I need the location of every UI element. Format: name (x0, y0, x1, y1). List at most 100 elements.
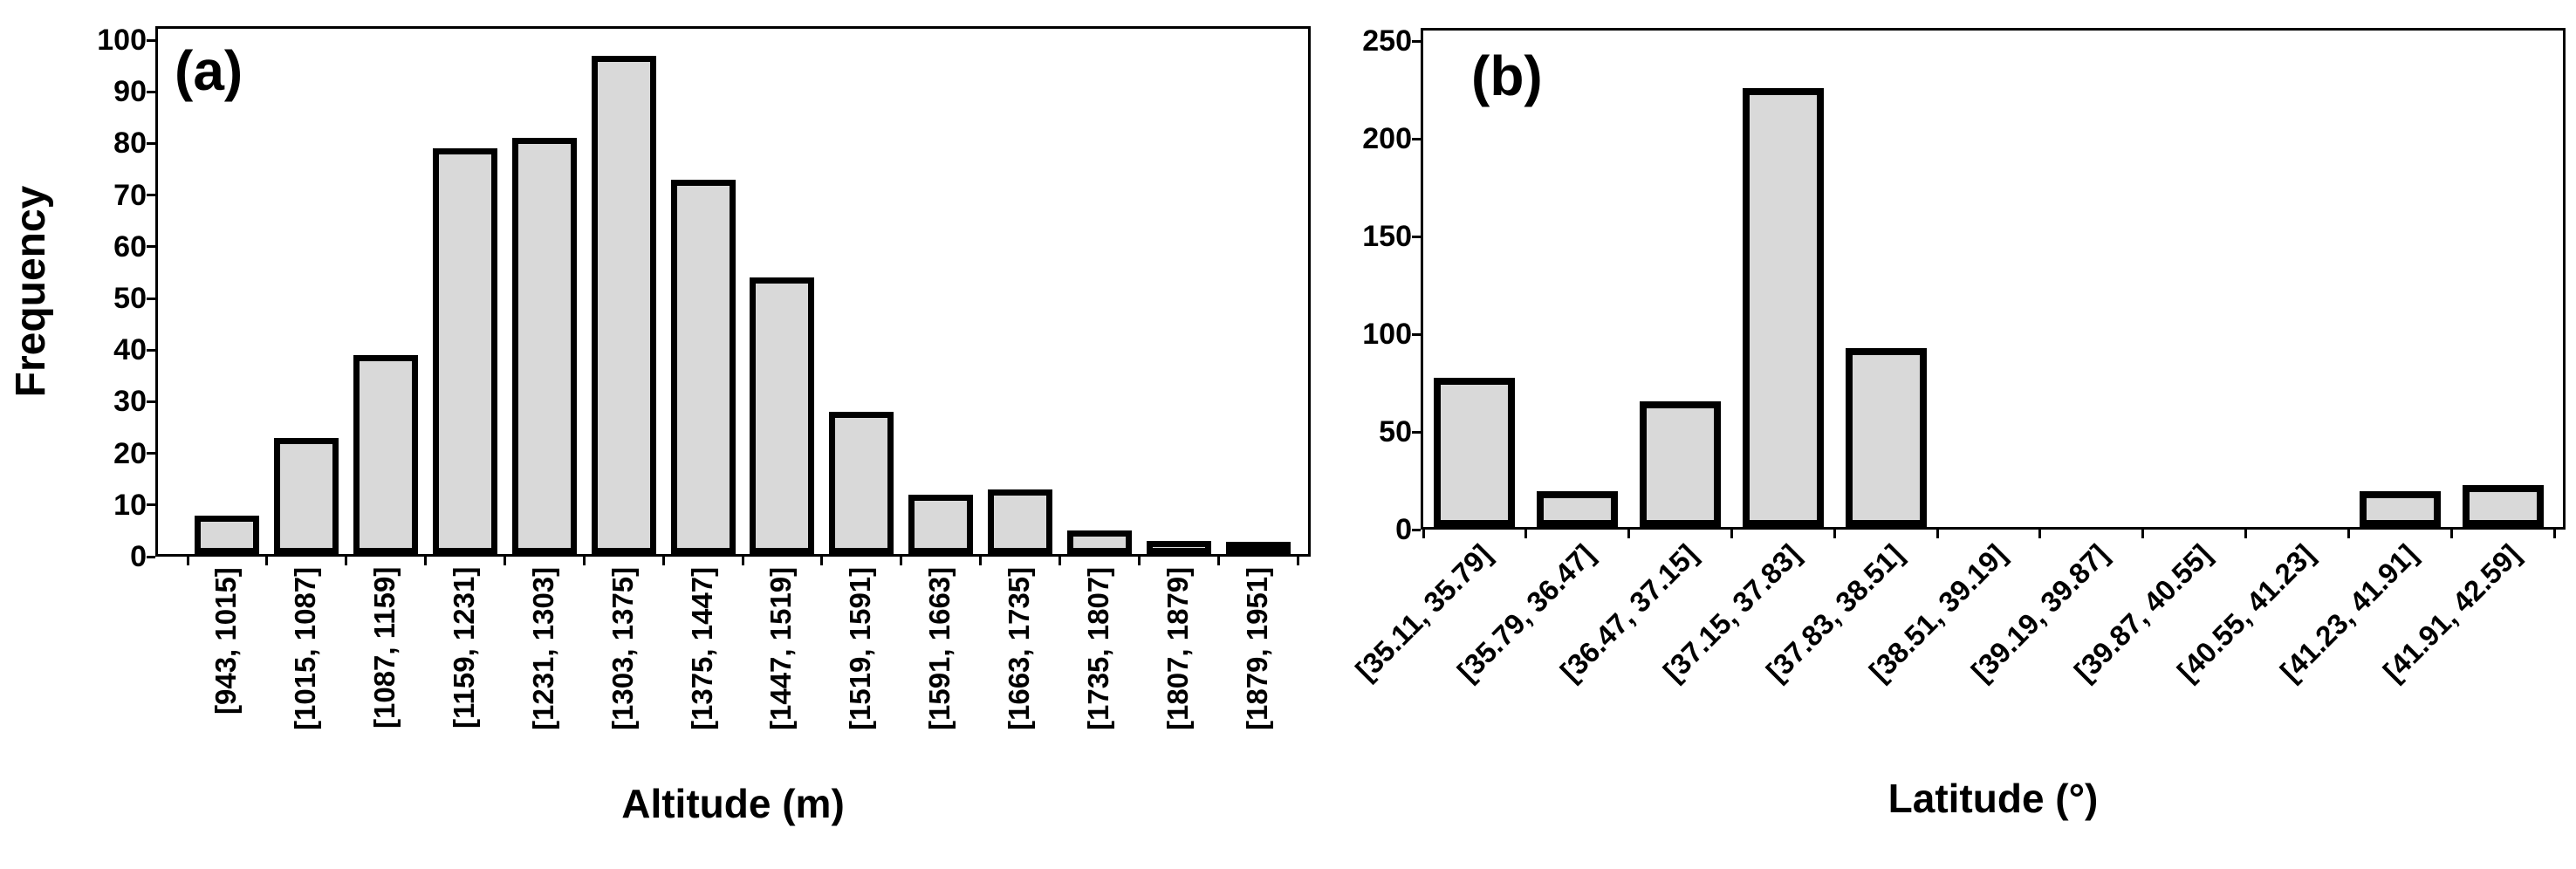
x-tick-label: [1231, 1303] (526, 567, 559, 731)
x-tick-label: [1159, 1231] (448, 567, 480, 729)
histogram-bar (353, 355, 419, 554)
y-tick-mark (147, 38, 155, 42)
histogram-bar (1146, 541, 1211, 554)
y-tick-label: 40 (113, 333, 147, 367)
panel-a-plot-area (155, 26, 1311, 557)
x-axis-title-altitude: Altitude (m) (621, 781, 845, 826)
x-tick-mark (1833, 530, 1836, 538)
histogram-bar (908, 495, 974, 554)
histogram-bar (511, 138, 577, 554)
x-tick-mark (661, 557, 665, 565)
y-tick-label: 200 (1362, 122, 1412, 155)
y-tick-mark (1412, 430, 1421, 434)
y-tick-label: 90 (113, 75, 147, 109)
y-tick-label: 250 (1362, 24, 1412, 58)
x-tick-mark (2346, 530, 2350, 538)
histogram-bar (195, 516, 260, 554)
x-tick-mark (979, 557, 983, 565)
panel-label-b: (b) (1471, 44, 1543, 107)
histogram-bar (988, 489, 1052, 554)
histogram-bar (1845, 348, 1927, 527)
x-tick-mark (2552, 530, 2556, 538)
histogram-bar (1066, 530, 1132, 554)
y-tick-label: 0 (130, 540, 147, 573)
histogram-bar (1537, 491, 1619, 527)
x-tick-mark (503, 557, 506, 565)
y-tick-mark (147, 141, 155, 145)
y-tick-mark (1412, 332, 1421, 336)
x-tick-mark (1524, 530, 1528, 538)
histogram-bar (1742, 88, 1824, 527)
y-tick-label: 150 (1362, 220, 1412, 253)
x-tick-mark (1058, 557, 1061, 565)
x-tick-mark (2141, 530, 2145, 538)
x-tick-mark (1730, 530, 1733, 538)
y-tick-mark (147, 245, 155, 249)
y-tick-mark (147, 348, 155, 352)
x-tick-label: [943, 1015] (209, 567, 243, 715)
x-tick-label: [1303, 1375] (606, 567, 639, 731)
x-axis-title-latitude: Latitude (°) (1887, 776, 2099, 821)
x-tick-mark (900, 557, 903, 565)
y-tick-label: 10 (113, 488, 147, 522)
histogram-bar (2462, 485, 2544, 527)
x-tick-mark (582, 557, 586, 565)
x-tick-mark (345, 557, 348, 565)
x-tick-mark (2244, 530, 2248, 538)
histogram-bar (829, 412, 894, 554)
x-tick-label: [1375, 1447] (685, 567, 718, 731)
y-tick-label: 100 (97, 24, 147, 57)
x-tick-mark (424, 557, 428, 565)
y-tick-mark (1412, 39, 1421, 43)
histogram-bar (433, 148, 497, 554)
y-tick-label: 100 (1362, 318, 1412, 351)
x-tick-label: [1879, 1951] (1240, 567, 1273, 731)
histogram-bar (2359, 491, 2441, 527)
histogram-bar (750, 277, 815, 554)
x-tick-mark (1296, 557, 1299, 565)
y-tick-mark (147, 400, 155, 403)
y-tick-mark (147, 452, 155, 455)
histogram-bar (274, 438, 339, 554)
histogram-bar (591, 56, 656, 554)
y-tick-mark (147, 503, 155, 507)
x-tick-mark (1422, 530, 1425, 538)
x-tick-mark (1216, 557, 1220, 565)
x-tick-label: [1807, 1879] (1161, 567, 1194, 731)
x-tick-label: [1591, 1663] (923, 567, 956, 731)
y-tick-mark (147, 555, 155, 558)
x-tick-label: [1519, 1591] (844, 567, 877, 731)
y-tick-label: 50 (1379, 415, 1412, 448)
histogram-bar (1434, 378, 1516, 527)
x-tick-label: [1735, 1807] (1081, 567, 1114, 731)
histogram-bar (1225, 542, 1291, 554)
x-tick-label: [1087, 1159] (368, 567, 401, 729)
panel-label-a: (a) (175, 39, 243, 102)
panel-b-plot-area (1421, 28, 2566, 530)
x-tick-label: [1663, 1735] (1003, 567, 1035, 731)
y-tick-label: 80 (113, 127, 147, 161)
x-tick-mark (2449, 530, 2453, 538)
x-tick-label: [1447, 1519] (764, 567, 798, 731)
histogram-bar (1640, 401, 1722, 527)
histogram-bar (670, 180, 736, 554)
y-tick-mark (147, 194, 155, 197)
y-tick-mark (147, 90, 155, 93)
x-tick-mark (741, 557, 744, 565)
x-tick-mark (1935, 530, 1939, 538)
x-tick-mark (1137, 557, 1141, 565)
y-tick-mark (1412, 528, 1421, 531)
x-tick-mark (820, 557, 824, 565)
y-tick-mark (1412, 137, 1421, 140)
x-tick-label: [1015, 1087] (289, 567, 322, 731)
y-tick-mark (1412, 235, 1421, 238)
y-tick-mark (147, 297, 155, 300)
y-tick-label: 70 (113, 178, 147, 212)
y-tick-label: 50 (113, 282, 147, 315)
x-tick-mark (186, 557, 189, 565)
x-tick-mark (2038, 530, 2042, 538)
y-tick-label: 60 (113, 229, 147, 263)
y-tick-label: 30 (113, 385, 147, 419)
x-tick-mark (1627, 530, 1631, 538)
y-tick-label: 20 (113, 436, 147, 470)
